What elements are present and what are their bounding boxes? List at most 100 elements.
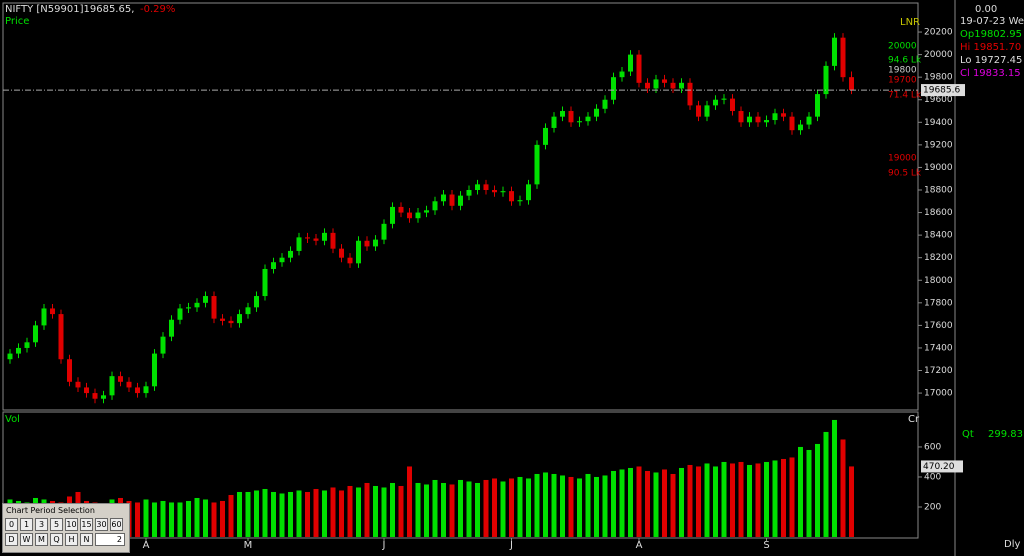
candle-body <box>687 82 693 106</box>
volume-bar <box>764 461 769 537</box>
period-button[interactable]: 3 <box>35 518 48 531</box>
volume-bar <box>789 457 795 537</box>
period-button[interactable]: D <box>5 533 18 546</box>
volume-bar <box>585 473 591 537</box>
candle-body <box>721 98 727 100</box>
candle-body <box>373 239 378 247</box>
period-button[interactable]: 30 <box>95 518 108 531</box>
volume-unit: Cr <box>908 414 920 425</box>
qty-label: Qt <box>962 429 974 440</box>
volume-bar <box>738 461 744 537</box>
candle-body <box>611 77 616 100</box>
volume-bar <box>347 485 353 537</box>
candle-body <box>840 37 846 78</box>
x-tick-label: J <box>382 540 386 551</box>
volume-bar <box>534 473 540 537</box>
candle-body <box>560 111 565 117</box>
footer: Dly <box>1004 539 1020 550</box>
volume-bar <box>135 502 140 537</box>
candle-body <box>16 347 21 354</box>
candle-body <box>534 144 540 185</box>
candle-body <box>101 395 106 399</box>
period-button[interactable]: 60 <box>110 518 123 531</box>
info-value: 0.00 <box>975 4 997 15</box>
volume-bar <box>594 476 599 537</box>
candle-body <box>738 111 744 123</box>
volume-bar <box>203 499 208 537</box>
y-tick-label: 19800 <box>924 73 953 83</box>
period-button[interactable]: H <box>65 533 78 546</box>
volume-bar <box>815 443 820 537</box>
candle-body <box>662 79 667 83</box>
candle-body <box>296 237 302 251</box>
info-low: Lo 19727.45 <box>960 55 1022 66</box>
candle-body <box>398 206 404 213</box>
candle-body <box>568 111 574 123</box>
volume-bar <box>602 475 608 537</box>
candle-body <box>543 127 548 145</box>
period-button[interactable]: N <box>80 533 93 546</box>
y-tick-label: 20200 <box>924 28 953 38</box>
v-tick-label: 400 <box>924 472 941 482</box>
candle-body <box>730 98 735 112</box>
volume-bar <box>296 490 302 537</box>
volume-bar <box>747 464 752 537</box>
volume-bar <box>806 449 812 537</box>
candle-body <box>653 79 659 89</box>
candle-body <box>772 113 778 121</box>
candle-body <box>415 212 421 219</box>
candle-body <box>186 307 191 309</box>
period-button[interactable]: 5 <box>50 518 63 531</box>
candle-body <box>237 314 242 324</box>
candle-body <box>177 308 183 320</box>
volume-bar <box>186 500 191 537</box>
volume-bar <box>441 482 446 537</box>
candle-body <box>41 308 47 326</box>
x-tick-label: A <box>636 540 643 551</box>
volume-bar <box>492 478 497 537</box>
volume-bar <box>509 478 514 537</box>
volume-bar <box>645 470 650 537</box>
volume-bar <box>143 499 149 537</box>
period-button[interactable]: Q <box>50 533 63 546</box>
candle-body <box>390 206 395 224</box>
period-button[interactable]: 0 <box>5 518 18 531</box>
period-button[interactable]: 10 <box>65 518 78 531</box>
y-tick-label: 18800 <box>924 185 953 195</box>
candle-body <box>7 353 13 360</box>
y-tick-label: 18000 <box>924 276 953 286</box>
candle-body <box>33 325 38 343</box>
period-button[interactable]: W <box>20 533 33 546</box>
volume-bar <box>772 460 778 537</box>
volume-bar <box>849 466 854 537</box>
period-button[interactable]: M <box>35 533 48 546</box>
x-tick-label: S <box>763 540 769 551</box>
candle-body <box>313 238 319 241</box>
y-tick-label: 20000 <box>924 50 953 60</box>
candle-body <box>288 250 293 258</box>
period-button[interactable]: 15 <box>80 518 93 531</box>
period-input[interactable]: 2 <box>95 533 125 546</box>
candle-body <box>798 124 803 131</box>
volume-bar <box>526 478 531 537</box>
last-volume-label: 470.20 <box>923 462 955 472</box>
volume-bar <box>381 487 387 537</box>
volume-bar <box>390 482 395 537</box>
volume-bar <box>364 482 370 537</box>
volume-bar <box>636 466 642 537</box>
candle-body <box>755 116 761 123</box>
scale-label: LNR <box>900 17 920 28</box>
candle-body <box>339 248 344 258</box>
volume-bar <box>517 476 523 537</box>
y-tick-label: 17600 <box>924 321 953 331</box>
candle-body <box>109 376 115 396</box>
candle-body <box>305 237 310 239</box>
volume-bar <box>543 472 548 537</box>
period-button[interactable]: 1 <box>20 518 33 531</box>
candle-body <box>806 116 812 125</box>
candle-body <box>832 37 837 66</box>
candle-body <box>194 302 200 308</box>
